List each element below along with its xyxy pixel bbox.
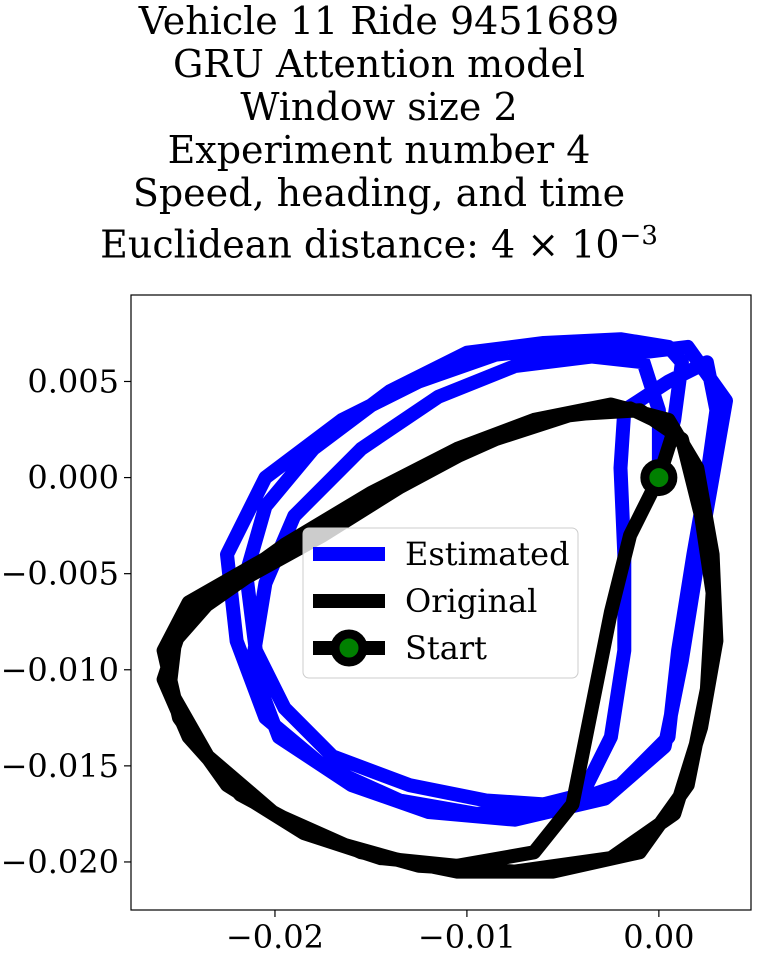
legend-label-estimated: Estimated <box>405 535 570 573</box>
legend: Estimated Original Start <box>302 527 579 679</box>
x-tick-label: −0.02 <box>226 918 324 956</box>
title-line-model: GRU Attention model <box>172 42 586 86</box>
legend-label-original: Original <box>405 582 537 620</box>
series-line-original <box>156 397 724 879</box>
title-line-experiment: Experiment number 4 <box>167 128 591 172</box>
legend-label-start: Start <box>405 629 487 667</box>
series-layer <box>156 332 733 879</box>
legend-marker-start <box>330 629 368 667</box>
y-tick-label: 0.000 <box>27 459 119 497</box>
x-tick-label: −0.01 <box>418 918 516 956</box>
distance-exponent: −3 <box>619 221 658 251</box>
chart-title: Vehicle 11 Ride 9451689 GRU Attention mo… <box>0 0 758 267</box>
start-marker <box>640 459 678 497</box>
distance-mantissa: 4 <box>490 222 516 267</box>
series-line-estimated <box>220 332 733 827</box>
y-tick-label: −0.005 <box>1 555 119 593</box>
legend-box <box>302 527 579 679</box>
distance-times: × <box>527 222 560 267</box>
title-line-vehicle: Vehicle 11 Ride 9451689 <box>138 0 620 43</box>
x-tick-label: 0.00 <box>623 918 694 956</box>
y-tick-label: −0.020 <box>1 843 119 881</box>
axes-frame <box>130 294 752 911</box>
title-line-features: Speed, heading, and time <box>132 171 626 215</box>
distance-prefix: Euclidean distance: <box>100 222 491 267</box>
title-line-distance: Euclidean distance: 4 × 10−3 <box>0 215 758 267</box>
title-line-window: Window size 2 <box>240 85 518 129</box>
distance-base: 10 <box>571 222 620 267</box>
ticks-layer: −0.02 −0.01 0.00 0.005 0.000 −0.005 −0.010 −0.0… <box>1 362 695 956</box>
y-tick-label: −0.015 <box>1 747 119 785</box>
y-tick-label: 0.005 <box>27 362 119 400</box>
y-tick-label: −0.010 <box>1 651 119 689</box>
